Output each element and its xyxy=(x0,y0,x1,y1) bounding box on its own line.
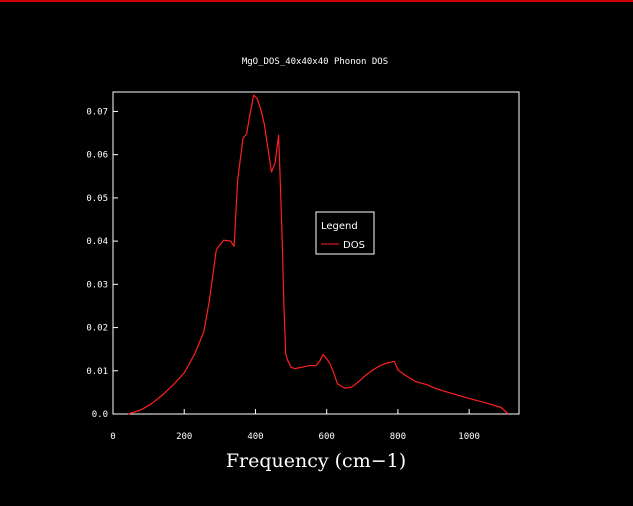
x-tick-label: 400 xyxy=(247,432,263,442)
legend-title: Legend xyxy=(321,221,358,232)
y-tick-label: 0.07 xyxy=(86,107,108,117)
y-tick-label: 0.0 xyxy=(92,410,108,420)
legend-box xyxy=(315,211,375,255)
legend: Legend DOS xyxy=(315,211,375,255)
y-tick-label: 0.01 xyxy=(86,367,108,377)
y-tick-label: 0.05 xyxy=(86,194,108,204)
y-tick-label: 0.06 xyxy=(86,151,108,161)
window-top-border xyxy=(0,0,633,2)
chart-title: MgO_DOS_40x40x40 Phonon DOS xyxy=(242,57,388,67)
plot-frame xyxy=(112,91,520,415)
y-tick-label: 0.03 xyxy=(86,280,108,290)
x-axis: 0 200 400 600 800 1000 xyxy=(110,409,480,442)
x-tick-label: 600 xyxy=(319,432,335,442)
y-axis: 0.0 0.01 0.02 0.03 0.04 0.05 0.06 0.07 xyxy=(86,107,118,420)
y-tick-label: 0.02 xyxy=(86,324,108,334)
x-tick-label: 200 xyxy=(176,432,192,442)
y-tick-label: 0.04 xyxy=(86,237,108,247)
legend-entry-dos: DOS xyxy=(343,240,365,251)
series-line-dos xyxy=(127,94,509,415)
x-axis-label: Frequency (cm−1) xyxy=(226,450,406,472)
x-tick-label: 1000 xyxy=(458,432,480,442)
series-layer xyxy=(127,94,509,415)
x-tick-label: 0 xyxy=(110,432,115,442)
x-tick-label: 800 xyxy=(390,432,406,442)
